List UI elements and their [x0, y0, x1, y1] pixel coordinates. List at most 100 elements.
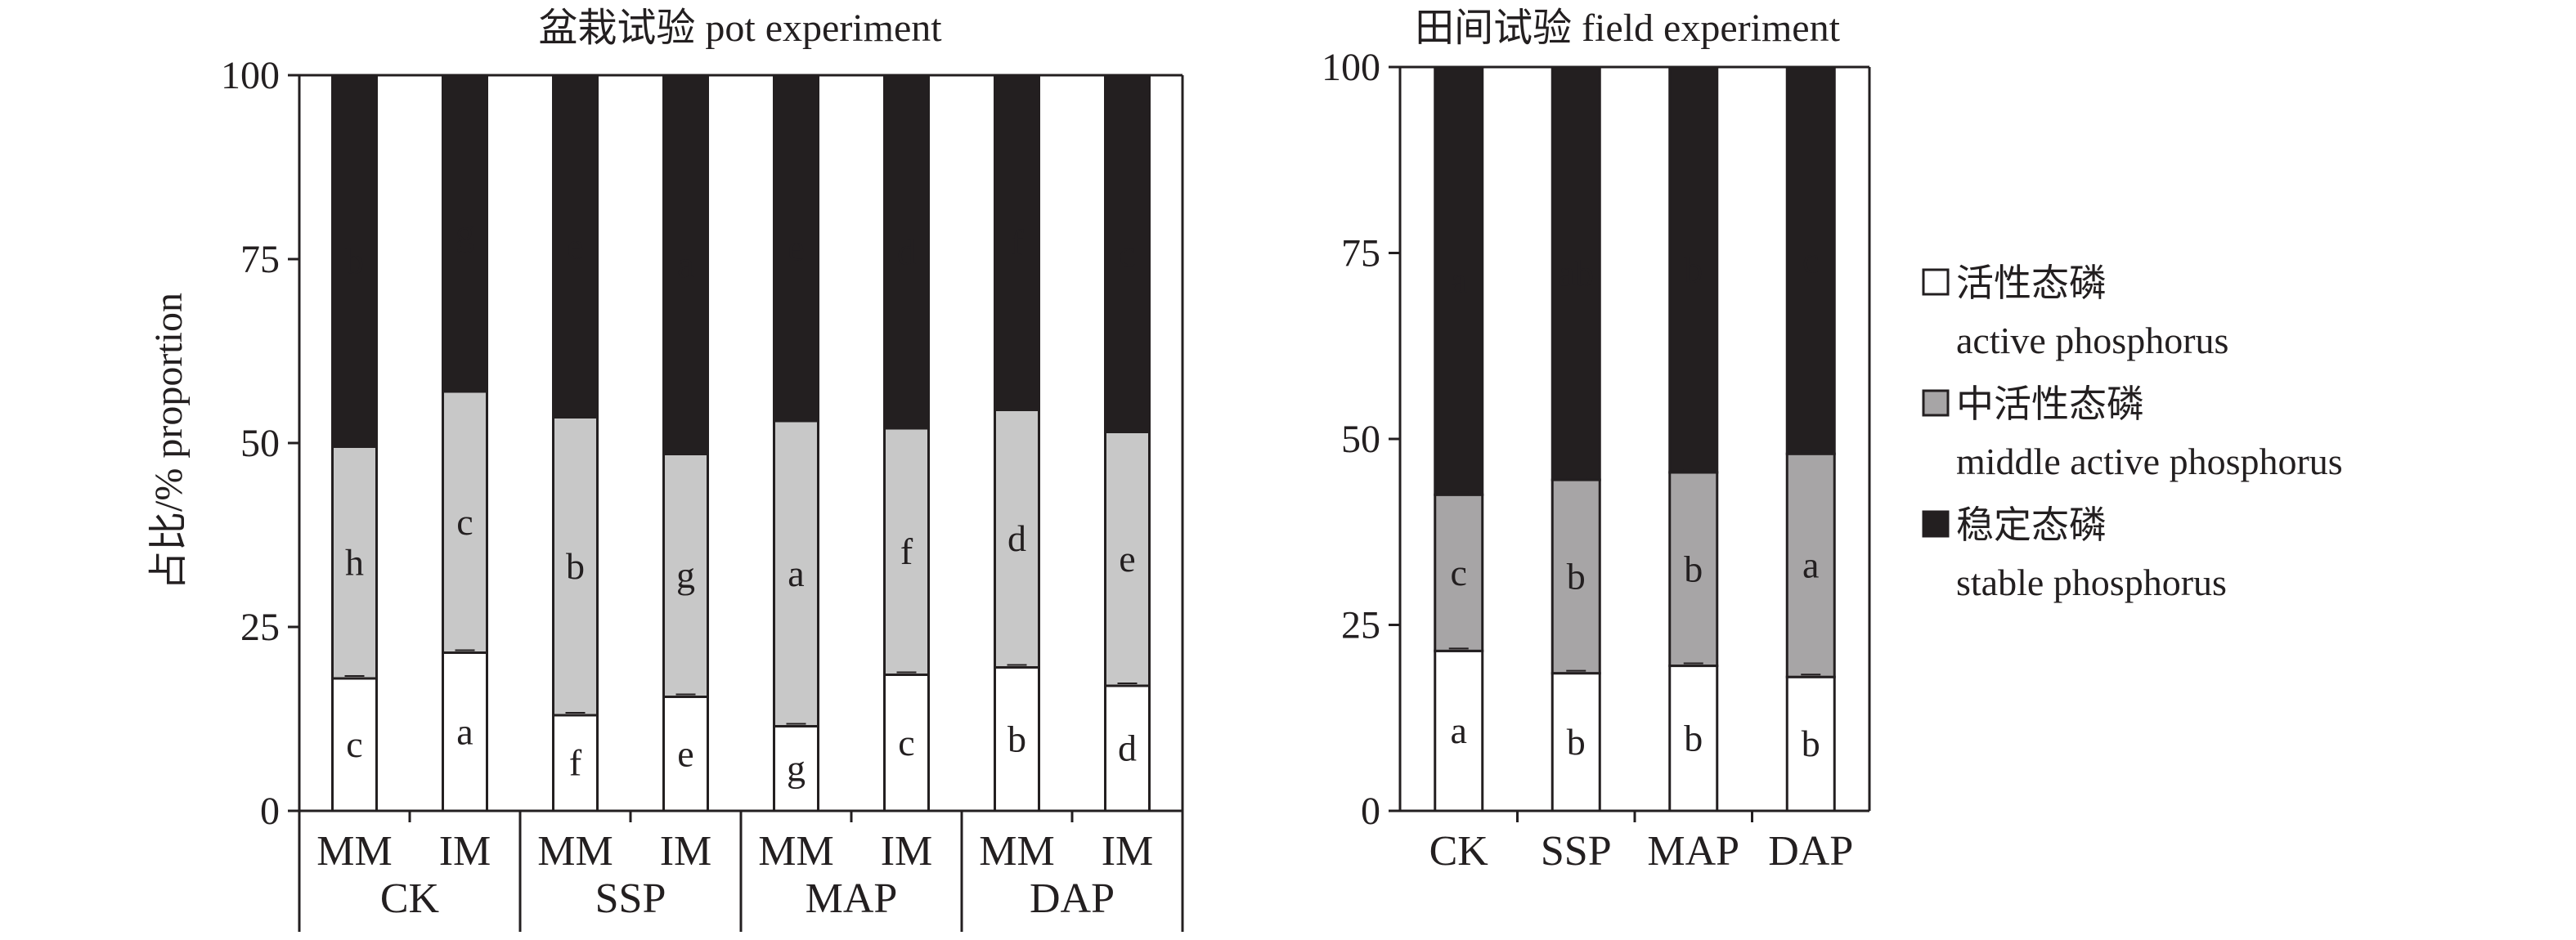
bar-letter-middle: f	[900, 530, 913, 572]
bar-segment-active	[552, 714, 599, 812]
y-tick-label: 50	[1341, 418, 1380, 461]
group-label: DAP	[1030, 875, 1115, 922]
bar-segment-active	[994, 666, 1040, 812]
y-tick-label: 0	[260, 790, 280, 833]
category-label: IM	[660, 828, 712, 875]
bar-letter-active: c	[898, 722, 914, 763]
y-tick-label: 25	[1341, 604, 1380, 647]
bar-letter-stable: a	[1451, 260, 1467, 302]
legend-stable-en: stable phosphorus	[1956, 562, 2227, 603]
bar-letter-middle: h	[345, 541, 364, 583]
bar-letter-active: b	[1008, 718, 1026, 759]
bar-letter-middle: b	[566, 545, 585, 587]
bar-letter-stable: f	[1011, 222, 1024, 263]
bar-segment-stable	[1104, 74, 1151, 433]
bar-letter-active: a	[1451, 709, 1467, 751]
bar-letter-middle: c	[1451, 552, 1467, 593]
bar-segment-stable	[442, 74, 488, 393]
bar-segment-stable	[1785, 65, 1836, 455]
bar-segment-stable	[1551, 65, 1601, 481]
group-label: CK	[380, 875, 440, 922]
legend-swatch-active	[1922, 268, 1950, 296]
legend-swatch-stable	[1922, 510, 1950, 538]
bar-letter-middle: a	[1802, 544, 1819, 586]
bar-letter-active: f	[569, 742, 582, 784]
y-axis-label: 占比/% proportion	[147, 293, 191, 590]
bar-letter-stable: b	[1684, 248, 1703, 290]
bar-segment-middle	[662, 453, 709, 698]
bar-letter-stable: b	[345, 239, 364, 281]
group-label: SSP	[595, 875, 666, 922]
category-label: MM	[537, 828, 613, 875]
group-label: MAP	[806, 875, 898, 922]
bar-segment-active	[662, 696, 709, 812]
category-label: MM	[316, 828, 392, 875]
category-label: IM	[881, 828, 933, 875]
bar-segment-middle	[1551, 478, 1601, 675]
bar-letter-active: b	[1567, 721, 1586, 763]
bar-segment-middle	[1104, 431, 1151, 687]
legend-active-en: active phosphorus	[1956, 320, 2228, 361]
bar-segment-stable	[552, 74, 599, 419]
bar-letter-active: e	[677, 732, 693, 774]
bar-letter-active: d	[1118, 727, 1137, 769]
bar-segment-active	[1551, 672, 1601, 812]
bar-letter-stable: a	[677, 244, 693, 285]
y-tick-label: 100	[221, 54, 280, 97]
bar-segment-middle	[1785, 452, 1836, 678]
bar-letter-stable: c	[1119, 232, 1135, 274]
y-tick-label: 100	[1322, 46, 1380, 89]
category-label: SSP	[1541, 828, 1612, 875]
bar-letter-middle: d	[1008, 517, 1026, 559]
bar-segment-middle	[552, 416, 599, 717]
bar-segment-middle	[331, 445, 378, 680]
bar-letter-stable: e	[788, 227, 804, 269]
bar-letter-middle: c	[456, 501, 473, 543]
bar-segment-active	[331, 677, 378, 812]
bar-letter-stable: c	[1802, 239, 1819, 281]
bar-letter-stable: g	[456, 213, 474, 254]
legend-middle-en: middle active phosphorus	[1956, 441, 2343, 482]
field-chart-title: 田间试验 field experiment	[1415, 7, 1841, 50]
bar-segment-active	[442, 651, 488, 812]
pot-chart-title: 盆栽试验 pot experiment	[538, 7, 942, 50]
bar-segment-stable	[1668, 65, 1719, 474]
category-label: CK	[1429, 828, 1489, 875]
bar-letter-middle: b	[1567, 555, 1586, 597]
legend-stable-cn: 稳定态磷	[1956, 504, 2107, 546]
category-label: MM	[979, 828, 1054, 875]
field-axes: CK SSP MAP DAP 0 25 50 75 100	[1322, 46, 1871, 875]
category-label: MAP	[1647, 828, 1739, 875]
pot-experiment-chart: 盆栽试验 pot experiment 占比/% proportion c h b a…	[147, 7, 1184, 932]
bar-letter-middle: e	[1119, 538, 1135, 580]
legend-active-cn: 活性态磷	[1956, 262, 2107, 304]
bar-letter-stable: d	[897, 231, 916, 272]
bar-letter-stable: e	[567, 225, 583, 266]
bar-segment-middle	[883, 427, 930, 676]
category-label: DAP	[1768, 828, 1853, 875]
bar-segment-middle	[1434, 493, 1484, 652]
bar-letter-middle: g	[676, 554, 695, 596]
bar-letter-stable: ab	[1559, 253, 1594, 294]
y-tick-label: 75	[240, 238, 280, 281]
category-label: MM	[758, 828, 833, 875]
y-tick-label: 50	[240, 422, 280, 465]
y-tick-label: 0	[1361, 790, 1380, 833]
pot-bars: c h b a c g f b e e g a g a e c f d b d f d e c	[331, 74, 1151, 812]
bar-letter-middle: b	[1684, 548, 1703, 589]
bar-segment-middle	[1668, 471, 1719, 668]
category-label: IM	[1102, 828, 1154, 875]
pot-axes: MM IM MM IM MM IM MM IM 0 25 50 75 100 CK SSP MAP DAP	[221, 54, 1184, 932]
legend-swatch-middle	[1922, 389, 1950, 417]
bar-letter-middle: a	[788, 553, 804, 594]
category-label: IM	[439, 828, 491, 875]
legend: 活性态磷 active phosphorus 中活性态磷 middle acti…	[1922, 262, 2343, 603]
bar-letter-active: b	[1684, 717, 1703, 759]
y-tick-label: 75	[1341, 232, 1380, 275]
y-tick-label: 25	[240, 606, 280, 649]
bar-letter-active: g	[787, 747, 806, 789]
legend-middle-cn: 中活性态磷	[1956, 383, 2144, 425]
